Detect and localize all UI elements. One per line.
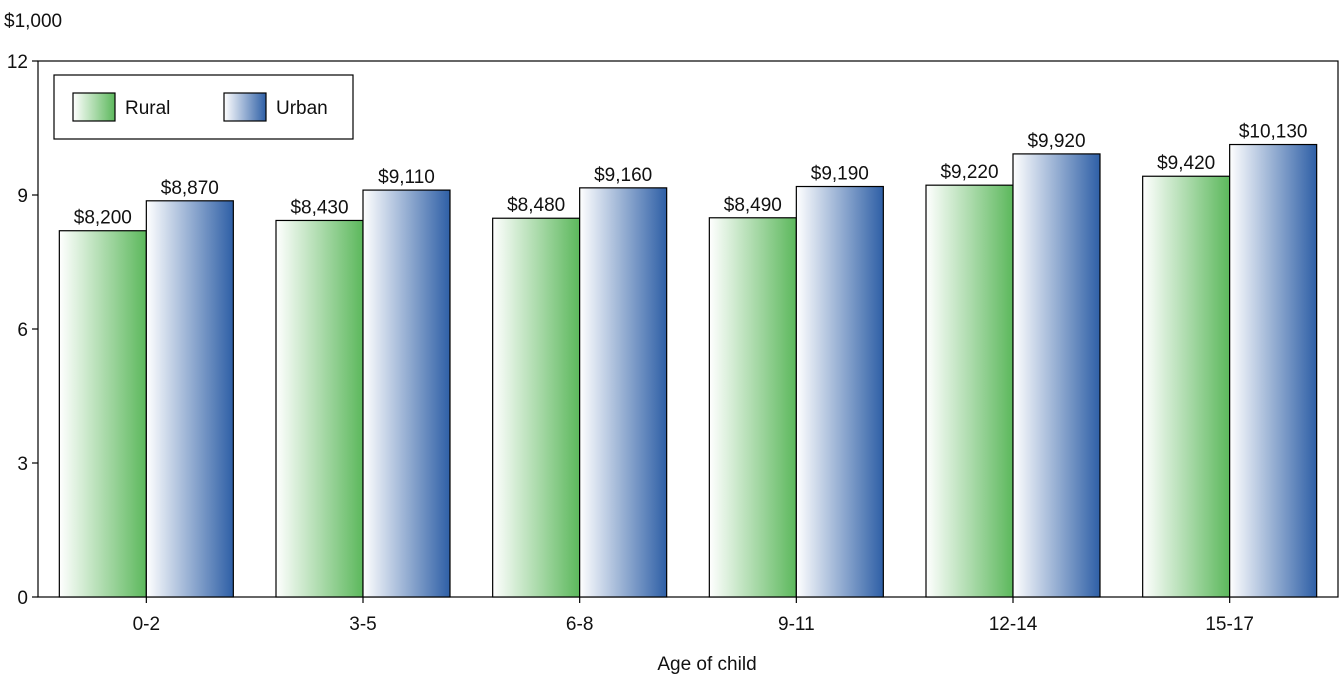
data-label-urban: $9,110 [378,167,435,188]
legend: Rural Urban [53,74,354,140]
x-axis-title: Age of child [657,654,756,675]
unit-label: $1,000 [4,11,62,32]
data-label-urban: $8,870 [161,178,219,199]
x-tick-label: 0-2 [133,614,160,635]
bar-urban-0-2 [145,200,234,598]
bar-urban-12-14 [1012,153,1101,598]
legend-label-rural: Rural [125,98,170,119]
y-tick-label: 6 [17,320,28,341]
data-label-rural: $8,430 [290,197,348,218]
bar-rural-9-11 [708,217,797,598]
bar-rural-12-14 [925,184,1014,598]
y-tick-label: 9 [17,186,28,207]
data-label-rural: $8,490 [724,195,782,216]
bars: $8,200 $8,870 $8,430 $9,110 $8,480 $9,160 $8,4… [58,122,1318,598]
x-tick-label: 12-14 [989,614,1038,635]
data-label-rural: $8,200 [74,208,132,229]
x-axis: 0-2 3-5 6-8 9-11 12-14 15-17 [133,597,1254,635]
bar-urban-15-17 [1229,143,1318,598]
x-tick-label: 3-5 [349,614,376,635]
x-tick-label: 9-11 [778,614,815,635]
legend-swatch-rural [72,92,116,122]
bar-rural-3-5 [275,219,364,598]
bar-urban-9-11 [795,185,884,598]
data-label-rural: $9,420 [1157,153,1215,174]
bar-urban-3-5 [362,189,451,598]
data-label-urban: $10,130 [1239,122,1308,143]
y-tick-label: 0 [17,588,28,609]
data-label-rural: $8,480 [507,195,565,216]
bar-rural-6-8 [492,217,581,598]
y-tick-label: 3 [17,454,28,475]
y-axis: 0 3 6 9 12 [7,52,38,609]
y-tick-label: 12 [7,52,28,73]
bar-rural-0-2 [58,230,147,598]
bar-urban-6-8 [579,187,668,598]
bar-rural-15-17 [1142,175,1231,598]
data-label-urban: $9,190 [811,164,869,185]
data-label-urban: $9,920 [1027,131,1085,152]
x-tick-label: 15-17 [1205,614,1254,635]
legend-label-urban: Urban [276,98,328,119]
legend-swatch-urban [223,92,267,122]
data-label-urban: $9,160 [594,165,652,186]
data-label-rural: $9,220 [940,162,998,183]
x-tick-label: 6-8 [566,614,593,635]
